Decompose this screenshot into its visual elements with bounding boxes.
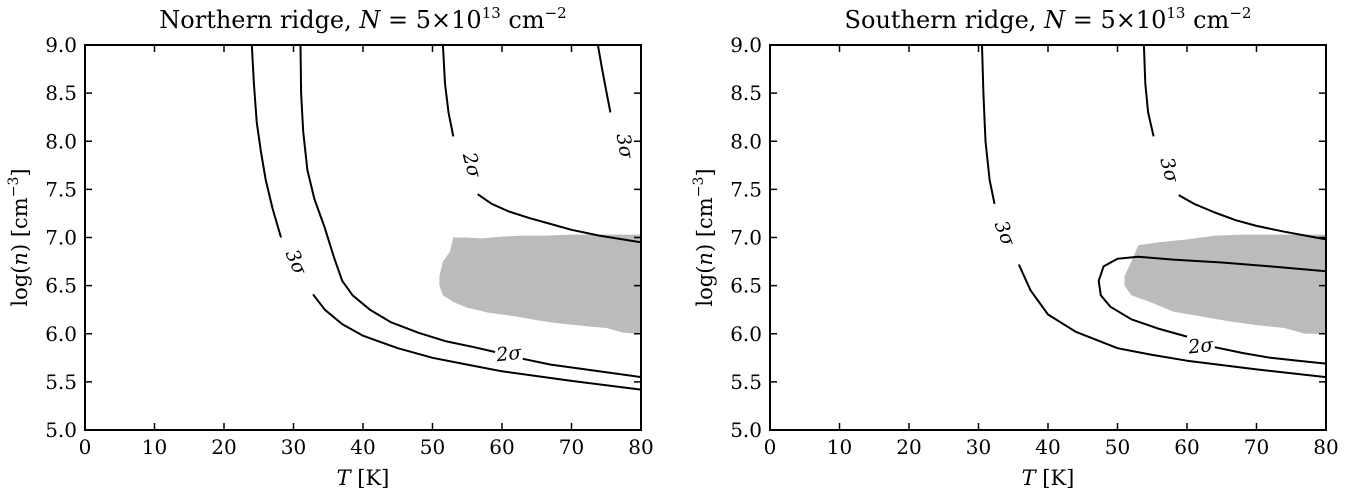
x-tick-label: 30 [966, 435, 991, 459]
contour-label: 3σ [990, 218, 1020, 250]
contour-2sigma-line [1214, 346, 1326, 365]
y-tick-label: 5.0 [45, 418, 77, 442]
contour-3sigma-line [1142, 45, 1155, 137]
y-tick-label: 5.5 [730, 370, 762, 394]
x-tick-label: 60 [489, 435, 514, 459]
contour-2sigma-line [1097, 255, 1326, 338]
x-tick-label: 0 [79, 435, 92, 459]
plot-area [250, 45, 641, 391]
chart-title: Southern ridge, N = 5×1013 cm−2 [845, 4, 1252, 34]
y-tick-label: 8.5 [45, 81, 77, 105]
contour-label: 2σ [458, 149, 486, 181]
contour-label: 3σ [1155, 155, 1183, 186]
y-tick-label: 9.0 [730, 33, 762, 57]
contour-3sigma-line [312, 293, 641, 391]
y-tick-label: 6.5 [45, 274, 77, 298]
x-tick-label: 70 [1244, 435, 1269, 459]
x-tick-label: 40 [350, 435, 375, 459]
y-tick-label: 6.5 [730, 274, 762, 298]
x-tick-label: 10 [142, 435, 167, 459]
y-axis-label: log(n) [cm−3] [691, 168, 717, 306]
confidence-region [1124, 234, 1326, 334]
x-tick-label: 70 [559, 435, 584, 459]
contour-2sigma-line [299, 45, 496, 353]
contour-3sigma-line [1017, 264, 1326, 379]
x-tick-label: 50 [1105, 435, 1130, 459]
contour-label: 2σ [494, 342, 523, 367]
southern-ridge-panel: 3σ 2σ 3σ 0 10 20 30 40 50 60 70 80 5.0 5.5 6.0 6.5 7.0 7.… [691, 4, 1339, 490]
contour-3sigma-line [596, 45, 612, 113]
y-tick-label: 6.0 [45, 322, 77, 346]
contour-3sigma-line [981, 45, 996, 205]
x-tick-label: 20 [896, 435, 921, 459]
y-axis-label: log(n) [cm−3] [6, 168, 32, 306]
y-tick-label: 7.5 [45, 177, 77, 201]
contour-3sigma-line [250, 45, 282, 238]
y-tick-label: 8.5 [730, 81, 762, 105]
contour-label: 2σ [1186, 334, 1215, 359]
y-tick-label: 8.0 [45, 129, 77, 153]
plot-area [981, 45, 1326, 379]
contour-2sigma-line [522, 357, 641, 379]
contour-3sigma-line [1178, 194, 1326, 241]
x-axis-label: T [K] [1022, 466, 1075, 490]
y-tick-label: 6.0 [730, 322, 762, 346]
y-tick-label: 8.0 [730, 129, 762, 153]
x-tick-label: 20 [211, 435, 236, 459]
y-tick-label: 5.0 [730, 418, 762, 442]
contour-2sigma-line [441, 45, 455, 137]
chart-title: Northern ridge, N = 5×1013 cm−2 [159, 4, 566, 34]
y-tick-label: 9.0 [45, 33, 77, 57]
y-tick-label: 7.0 [730, 226, 762, 250]
x-tick-label: 50 [420, 435, 445, 459]
x-tick-label: 0 [764, 435, 777, 459]
x-tick-label: 30 [281, 435, 306, 459]
x-axis-label: T [K] [337, 466, 390, 490]
y-tick-label: 5.5 [45, 370, 77, 394]
x-tick-label: 60 [1174, 435, 1199, 459]
confidence-region [439, 234, 641, 334]
northern-ridge-panel: 3σ 2σ 2σ 3σ 0 10 20 30 40 50 60 70 80 5.0 5.5 6.0 6.5 7.0… [6, 4, 654, 490]
y-tick-label: 7.5 [730, 177, 762, 201]
x-tick-label: 10 [827, 435, 852, 459]
contour-label: 3σ [281, 246, 312, 279]
x-tick-label: 80 [1313, 435, 1338, 459]
contour-2sigma-line [477, 193, 641, 244]
x-tick-label: 80 [628, 435, 653, 459]
x-tick-label: 40 [1035, 435, 1060, 459]
contour-label: 3σ [612, 132, 638, 162]
y-tick-label: 7.0 [45, 226, 77, 250]
